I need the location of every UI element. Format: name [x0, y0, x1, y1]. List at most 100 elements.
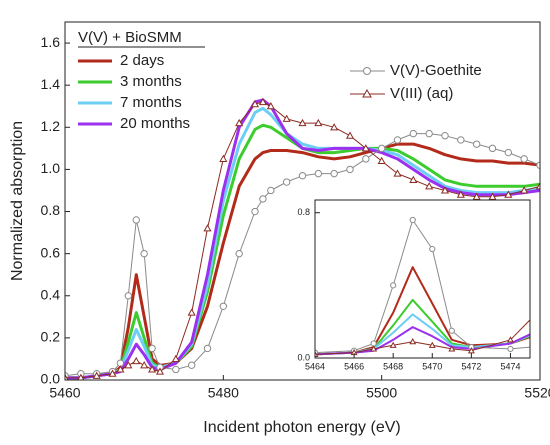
- marker: [330, 169, 338, 178]
- marker: [187, 361, 196, 369]
- marker: [429, 245, 436, 253]
- marker: [377, 156, 386, 165]
- axes-box: [64, 21, 541, 381]
- x-tick-label: 5470: [422, 361, 442, 371]
- marker: [409, 175, 418, 184]
- marker: [520, 186, 529, 194]
- x-tick-label: 5500: [366, 385, 397, 401]
- x-axis-label: Incident photon energy (eV): [203, 419, 400, 436]
- marker: [250, 99, 260, 108]
- y-axis-label: Normalized absorption: [9, 121, 26, 281]
- marker: [314, 169, 323, 178]
- marker: [448, 327, 455, 334]
- marker: [472, 140, 481, 148]
- series-line: [65, 142, 540, 380]
- marker: [507, 345, 514, 353]
- marker: [504, 190, 513, 198]
- x-tick-label: 5480: [208, 385, 239, 401]
- series-line: [315, 313, 530, 356]
- y-tick-label: 0.0: [297, 352, 310, 362]
- marker: [345, 131, 355, 139]
- marker: [507, 336, 514, 343]
- legend-label: V(III) (aq): [390, 85, 453, 102]
- y-tick-label: 0.8: [297, 207, 310, 217]
- marker: [393, 169, 402, 177]
- marker: [282, 114, 291, 122]
- marker: [140, 249, 148, 258]
- marker: [457, 136, 465, 144]
- y-tick-label: 1.2: [41, 118, 61, 134]
- marker: [315, 350, 319, 357]
- series-line: [315, 219, 530, 354]
- marker: [428, 341, 436, 348]
- marker: [148, 344, 156, 353]
- legend-label: 2 days: [120, 52, 164, 69]
- x-tick-label: 5474: [500, 361, 520, 371]
- marker: [132, 356, 141, 365]
- marker: [92, 371, 101, 379]
- marker: [77, 373, 85, 380]
- marker: [155, 367, 165, 375]
- marker: [148, 365, 157, 373]
- y-tick-label: 0.8: [41, 202, 61, 218]
- marker: [409, 338, 417, 345]
- marker: [65, 373, 69, 380]
- marker: [140, 361, 149, 369]
- series-line: [65, 123, 540, 380]
- marker: [267, 186, 275, 195]
- marker: [266, 102, 275, 110]
- y-tick-label: 0.4: [41, 286, 61, 302]
- marker: [472, 192, 481, 200]
- series-line: [315, 326, 530, 356]
- marker: [251, 207, 259, 216]
- marker: [448, 345, 456, 352]
- marker: [377, 144, 386, 153]
- marker: [409, 129, 418, 138]
- legend-marker: [363, 67, 371, 75]
- y-tick-label: 1.0: [41, 160, 61, 176]
- series-layer: [65, 97, 540, 380]
- series-line: [315, 319, 530, 355]
- axes-box: [314, 199, 531, 359]
- y-tick-label: 0.6: [41, 244, 61, 260]
- marker: [203, 224, 212, 232]
- marker: [116, 365, 125, 373]
- series-line: [315, 266, 530, 356]
- y-tick-label: 0.2: [41, 329, 61, 345]
- y-tick-label: 1.6: [41, 34, 61, 50]
- x-tick-label: 5460: [49, 385, 80, 401]
- marker: [258, 97, 267, 106]
- marker: [330, 123, 339, 131]
- marker: [393, 136, 402, 144]
- marker: [219, 154, 228, 162]
- marker: [389, 341, 397, 348]
- series-line: [65, 106, 540, 380]
- legend-label: V(V)-Goethite: [390, 62, 482, 79]
- marker: [314, 118, 323, 127]
- marker: [467, 347, 475, 354]
- legend-label: 7 months: [120, 94, 182, 111]
- marker: [488, 192, 497, 200]
- marker: [172, 365, 180, 374]
- marker: [187, 308, 196, 316]
- y-tick-label: 0.0: [41, 371, 61, 387]
- marker: [456, 190, 465, 198]
- marker: [171, 354, 180, 363]
- marker: [441, 132, 449, 140]
- legend-title: V(V) + BioSMM: [78, 29, 182, 46]
- marker: [535, 182, 540, 190]
- series-layer: [315, 216, 530, 357]
- x-tick-label: 5464: [305, 361, 325, 371]
- legend-label: 20 months: [120, 115, 190, 132]
- marker: [219, 302, 228, 310]
- marker: [520, 155, 528, 163]
- plot-frame: [315, 200, 530, 358]
- marker: [124, 292, 133, 300]
- marker: [390, 282, 397, 289]
- marker: [132, 216, 140, 224]
- marker: [298, 118, 307, 127]
- legend-marker: [362, 88, 372, 98]
- marker: [370, 345, 378, 352]
- marker: [409, 216, 416, 224]
- marker: [259, 195, 267, 203]
